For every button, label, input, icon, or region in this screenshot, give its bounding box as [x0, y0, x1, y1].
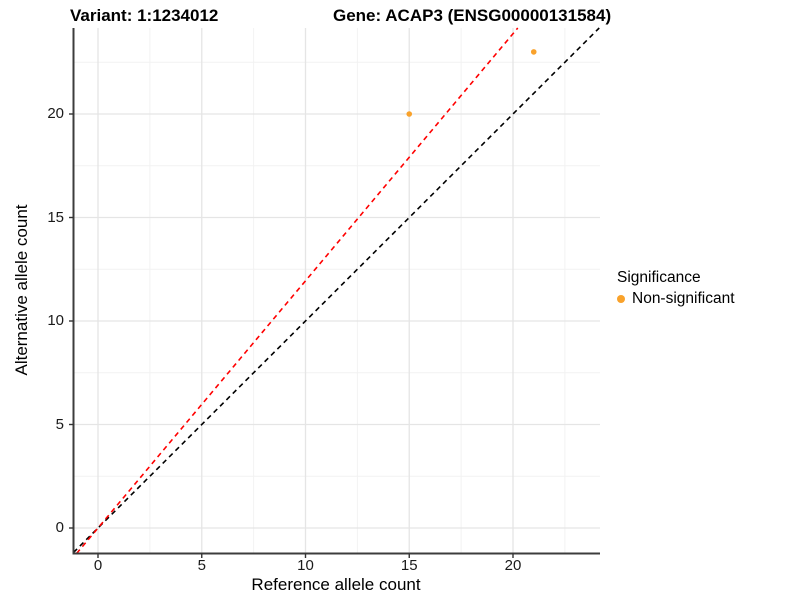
- x-tick-label: 15: [400, 557, 418, 574]
- reference-lines: [72, 27, 600, 555]
- y-tick-label: 15: [47, 208, 64, 226]
- x-tick-label: 0: [93, 557, 103, 574]
- legend: Significance Non-significant: [617, 269, 735, 308]
- tick-marks: [69, 113, 514, 558]
- y-tick-label: 0: [55, 519, 64, 536]
- x-tick-label: 20: [504, 557, 522, 574]
- y-tick-label: 20: [47, 105, 64, 122]
- x-tick-label: 5: [197, 557, 206, 574]
- y-tick-label: 5: [55, 415, 64, 433]
- data-points: [406, 49, 537, 117]
- identity-line: [72, 27, 600, 554]
- variant-title: Variant: 1:1234012: [70, 6, 219, 25]
- data-point: [530, 49, 537, 55]
- y-axis-title: Alternative allele count: [12, 204, 31, 376]
- legend-entry-label: Non-significant: [632, 290, 735, 307]
- axis-lines: [72, 28, 600, 555]
- x-tick-label: 10: [297, 557, 314, 574]
- data-point: [406, 111, 413, 117]
- x-axis-title: Reference allele count: [251, 575, 421, 594]
- gene-title: Gene: ACAP3 (ENSG00000131584): [333, 6, 612, 25]
- allelic-ratio-fit-line: [75, 27, 519, 555]
- legend-entry: Non-significant: [617, 290, 735, 308]
- gridlines-minor: [73, 28, 600, 554]
- y-tick-label: 10: [47, 312, 64, 329]
- legend-title: Significance: [617, 269, 701, 286]
- legend-key-dot-icon: [617, 295, 625, 303]
